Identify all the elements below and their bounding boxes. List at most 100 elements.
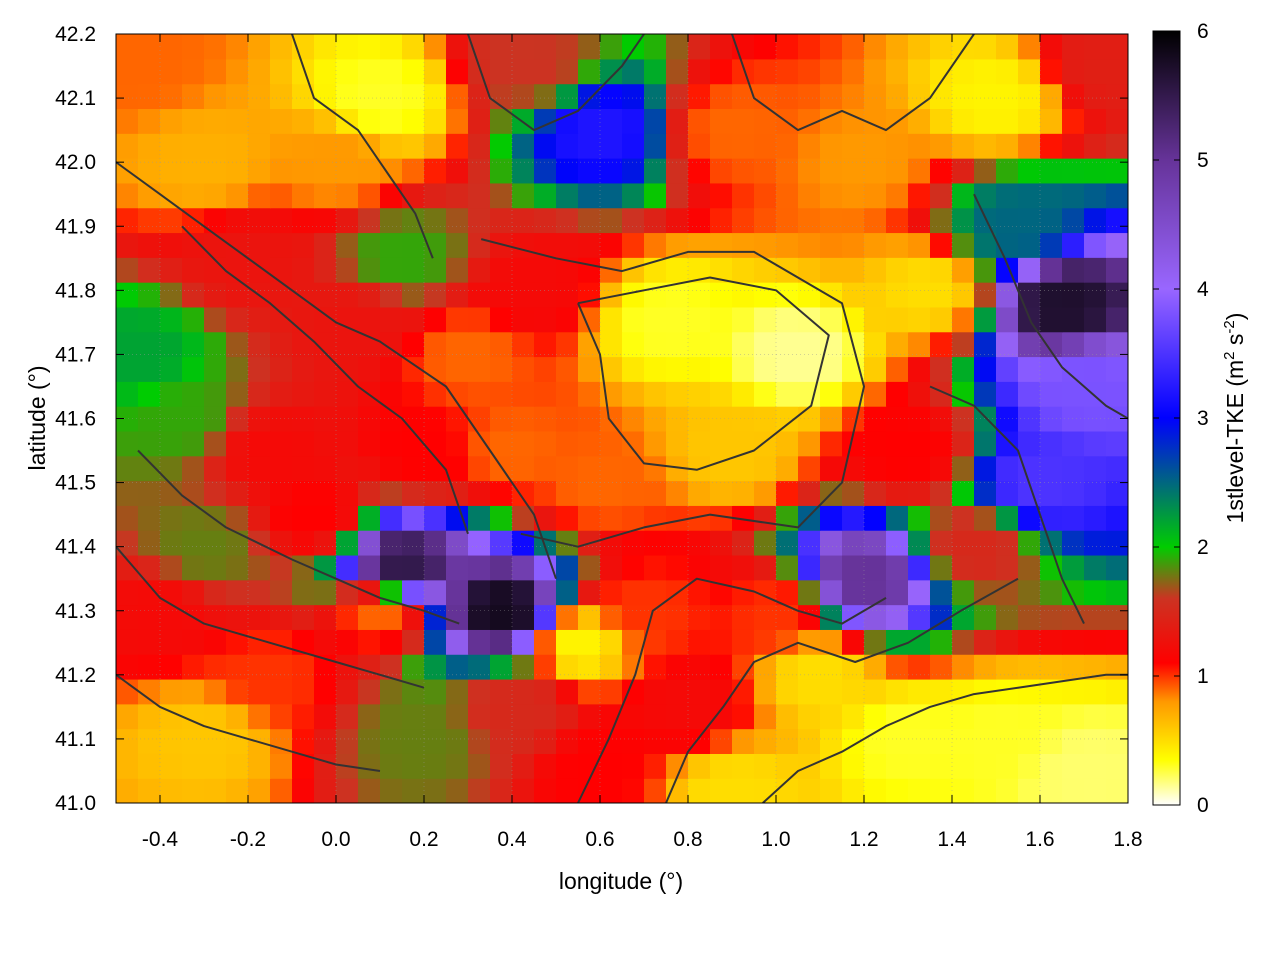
heatmap-cell: [424, 430, 447, 457]
heatmap-cell: [842, 703, 865, 730]
heatmap-cell: [204, 654, 227, 680]
heatmap-cell: [116, 430, 139, 457]
heatmap-cell: [336, 306, 359, 333]
heatmap-cell: [314, 257, 337, 283]
heatmap-cell: [666, 654, 689, 680]
heatmap-cell: [490, 505, 513, 531]
heatmap-cell: [864, 778, 887, 803]
heatmap-cell: [1040, 455, 1063, 482]
heatmap-cell: [270, 703, 293, 730]
heatmap-cell: [116, 182, 139, 209]
colorbar-label-sup2: -2: [1221, 320, 1238, 333]
heatmap-cell: [358, 34, 381, 60]
heatmap-cell: [1084, 257, 1107, 283]
heatmap-cell: [908, 505, 931, 531]
heatmap-cell: [424, 554, 447, 581]
heatmap-cell: [160, 182, 183, 209]
heatmap-cell: [512, 182, 535, 209]
heatmap-cell: [864, 83, 887, 110]
heatmap-cell: [1062, 58, 1085, 85]
heatmap-cell: [688, 331, 711, 358]
heatmap-cell: [182, 282, 205, 308]
heatmap-cell: [930, 604, 953, 630]
heatmap-cell: [908, 678, 931, 705]
heatmap-cell: [622, 678, 645, 705]
heatmap-cell: [446, 331, 469, 358]
heatmap-cell: [776, 530, 799, 556]
heatmap-cell: [842, 158, 865, 184]
heatmap-cell: [996, 604, 1019, 630]
heatmap-cell: [446, 158, 469, 184]
heatmap-cell: [292, 331, 315, 358]
heatmap-cell: [1106, 108, 1128, 134]
heatmap-cell: [534, 58, 557, 85]
heatmap-cell: [358, 629, 381, 655]
heatmap-cell: [842, 480, 865, 506]
heatmap-cell: [380, 83, 403, 110]
heatmap-cell: [666, 108, 689, 134]
heatmap-cell: [820, 778, 843, 803]
heatmap-cell: [402, 430, 425, 457]
heatmap-cell: [116, 455, 139, 482]
heatmap-cell: [380, 257, 403, 283]
heatmap-cell: [688, 257, 711, 283]
heatmap-cell: [556, 430, 579, 457]
heatmap-cell: [1018, 703, 1041, 730]
heatmap-cell: [1018, 629, 1041, 655]
heatmap-cell: [204, 58, 227, 85]
heatmap-cell: [490, 34, 513, 60]
heatmap-cell: [732, 455, 755, 482]
heatmap-cell: [270, 381, 293, 407]
heatmap-cell: [754, 554, 777, 581]
heatmap-cell: [424, 207, 447, 234]
heatmap-cell: [336, 158, 359, 184]
heatmap-cell: [732, 232, 755, 258]
heatmap-cell: [270, 753, 293, 779]
heatmap-cell: [886, 654, 909, 680]
heatmap-cell: [974, 480, 997, 506]
heatmap-cell: [534, 579, 557, 606]
heatmap-cell: [1084, 83, 1107, 110]
heatmap-cell: [116, 331, 139, 358]
heatmap-cell: [116, 778, 139, 803]
heatmap-cell: [798, 778, 821, 803]
heatmap-cell: [666, 604, 689, 630]
heatmap-cell: [886, 232, 909, 258]
heatmap-cell: [468, 406, 491, 432]
heatmap-cell: [578, 480, 601, 506]
heatmap-cell: [402, 778, 425, 803]
heatmap-cell: [1084, 505, 1107, 531]
heatmap-cell: [402, 207, 425, 234]
heatmap-cell: [1084, 406, 1107, 432]
heatmap-cell: [974, 629, 997, 655]
heatmap-cell: [820, 629, 843, 655]
heatmap-cell: [1040, 530, 1063, 556]
heatmap-cell: [974, 778, 997, 803]
heatmap-cell: [886, 778, 909, 803]
heatmap-cell: [204, 406, 227, 432]
heatmap-cell: [666, 554, 689, 581]
heatmap-cell: [798, 158, 821, 184]
heatmap-cell: [468, 133, 491, 159]
heatmap-cell: [226, 753, 249, 779]
heatmap-cell: [226, 381, 249, 407]
heatmap-cell: [886, 678, 909, 705]
heatmap-cell: [446, 257, 469, 283]
heatmap-cell: [930, 282, 953, 308]
heatmap-cell: [776, 629, 799, 655]
heatmap-cell: [644, 306, 667, 333]
heatmap-cell: [1106, 282, 1128, 308]
heatmap-cell: [578, 703, 601, 730]
heatmap-cell: [644, 629, 667, 655]
heatmap-cell: [1018, 108, 1041, 134]
heatmap-cell: [270, 58, 293, 85]
heatmap-cell: [204, 778, 227, 803]
heatmap-cell: [798, 133, 821, 159]
heatmap-cell: [1062, 282, 1085, 308]
heatmap-cell: [336, 182, 359, 209]
heatmap-cell: [226, 158, 249, 184]
heatmap-cell: [754, 753, 777, 779]
heatmap-cell: [292, 654, 315, 680]
heatmap-cell: [512, 778, 535, 803]
